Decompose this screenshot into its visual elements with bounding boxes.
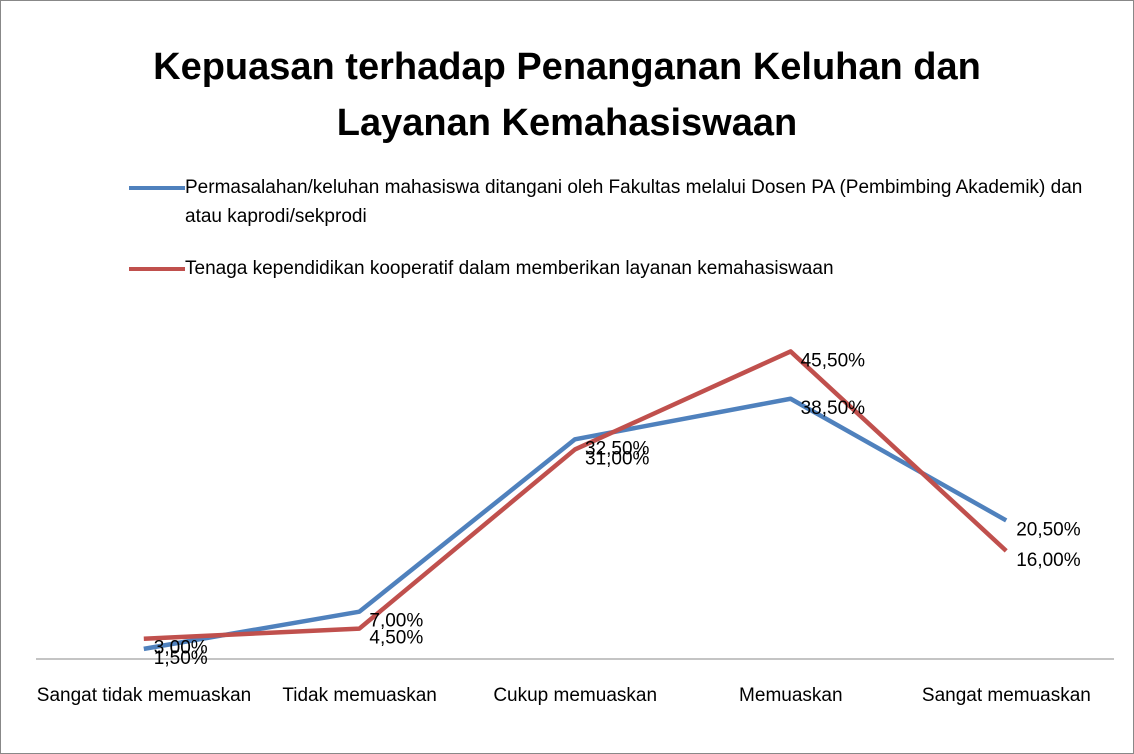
legend-item: Tenaga kependidikan kooperatif dalam mem… [129, 254, 1089, 283]
x-tick-label: Cukup memuaskan [493, 685, 658, 706]
data-label: 32,50% [585, 438, 650, 459]
legend-swatch [129, 186, 185, 190]
x-tick-label: Tidak memuaskan [282, 685, 437, 706]
data-label: 38,50% [801, 398, 866, 419]
legend-swatch [129, 267, 185, 271]
series-line [143, 349, 1008, 641]
x-tick-label: Sangat tidak memuaskan [36, 685, 252, 706]
data-label: 4,50% [369, 628, 423, 649]
data-label: 1,50% [154, 648, 208, 669]
series-line [143, 396, 1008, 652]
legend-item: Permasalahan/keluhan mahasiswa ditangani… [129, 173, 1089, 231]
data-label: 3,00% [154, 638, 208, 659]
legend-label: Permasalahan/keluhan mahasiswa ditangani… [185, 177, 1083, 227]
data-label: 31,00% [585, 448, 650, 469]
data-label: 16,00% [1016, 550, 1081, 571]
x-tick-label: Memuaskan [739, 685, 843, 706]
legend-label: Tenaga kependidikan kooperatif dalam mem… [185, 258, 834, 279]
data-label: 20,50% [1016, 519, 1081, 540]
data-label: 7,00% [369, 611, 423, 632]
data-label: 45,50% [801, 350, 866, 371]
x-tick-label: Sangat memuaskan [921, 685, 1091, 706]
chart-title: Kepuasan terhadap Penanganan Keluhan dan… [153, 46, 981, 144]
